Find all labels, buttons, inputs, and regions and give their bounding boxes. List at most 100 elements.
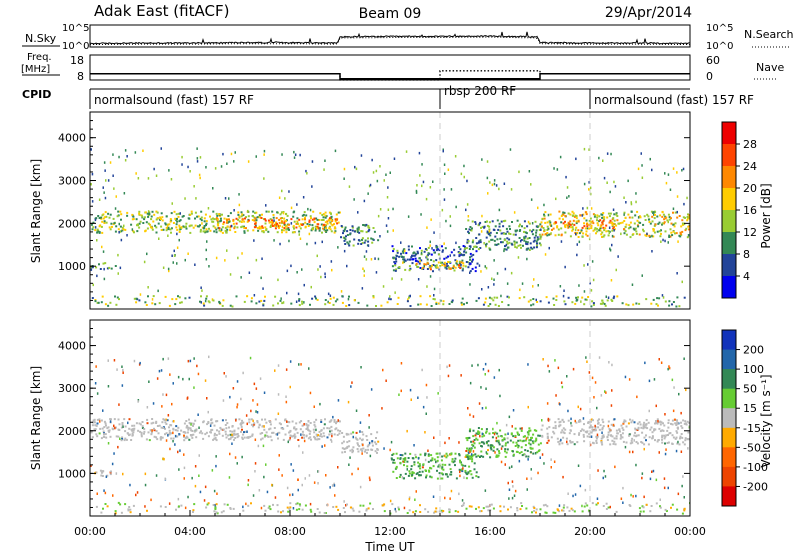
heatmap-cell [143,428,146,430]
heatmap-cell [91,172,94,176]
heatmap-cell [448,463,451,466]
heatmap-cell [552,430,555,433]
heatmap-cell [419,474,422,477]
heatmap-cell [667,434,669,436]
heatmap-cell [558,217,561,220]
heatmap-cell [147,222,150,225]
heatmap-cell [121,365,123,368]
heatmap-cell [623,211,626,214]
heatmap-cell [184,197,186,200]
heatmap-cell [229,430,232,433]
heatmap-cell [590,289,593,292]
heatmap-cell [480,226,482,229]
heatmap-cell [607,506,610,509]
heatmap-cell [112,153,114,156]
heatmap-cell [433,294,435,297]
heatmap-cell [623,228,626,231]
heatmap-cell [497,305,500,307]
heatmap-cell [100,225,103,228]
heatmap-cell [443,163,446,166]
heatmap-cell [337,466,339,469]
heatmap-cell [467,240,470,243]
heatmap-cell [354,436,357,439]
heatmap-cell [282,427,285,430]
heatmap-cell [578,420,580,423]
heatmap-cell [329,297,332,300]
heatmap-cell [493,278,495,281]
heatmap-cell [145,304,148,306]
heatmap-cell [671,434,674,437]
heatmap-cell [211,469,214,472]
heatmap-cell [515,241,518,244]
heatmap-cell [679,437,681,440]
heatmap-cell [339,430,342,433]
heatmap-cell [488,221,491,224]
heatmap-cell [564,265,566,269]
heatmap-cell [240,226,243,229]
heatmap-cell [395,452,398,455]
heatmap-cell [272,214,275,216]
power-heatmap [90,147,690,308]
heatmap-cell [326,504,328,507]
heatmap-cell [183,422,186,425]
heatmap-cell [508,241,511,244]
heatmap-cell [446,265,449,268]
heatmap-cell [524,453,527,457]
heatmap-cell [337,399,340,402]
heatmap-cell [206,240,208,243]
heatmap-cell [539,237,542,240]
heatmap-cell [465,261,468,263]
heatmap-cell [127,508,130,511]
heatmap-cell [657,222,660,225]
heatmap-cell [537,284,539,287]
heatmap-cell [433,511,436,514]
heatmap-cell [475,437,478,440]
heatmap-cell [363,241,366,244]
heatmap-cell [286,506,289,509]
heatmap-cell [124,159,127,162]
heatmap-cell [108,430,111,433]
heatmap-cell [433,251,436,254]
heatmap-cell [574,228,577,232]
heatmap-cell [132,215,135,218]
heatmap-cell [281,229,283,232]
heatmap-cell [601,426,604,429]
heatmap-cell [356,442,359,445]
heatmap-cell [658,297,661,300]
heatmap-cell [437,261,440,264]
power-ytick-label: 2000 [58,217,86,230]
heatmap-cell [495,184,498,187]
heatmap-cell [532,505,535,508]
heatmap-cell [508,225,511,228]
heatmap-cell [671,442,674,445]
heatmap-cell [589,424,592,427]
heatmap-cell [578,284,580,287]
heatmap-cell [469,262,472,265]
heatmap-cell [470,473,473,476]
heatmap-cell [281,225,284,229]
heatmap-cell [240,215,243,218]
heatmap-cell [580,300,582,303]
heatmap-cell [676,442,679,445]
heatmap-cell [256,420,259,422]
heatmap-cell [413,251,416,254]
heatmap-cell [273,219,275,222]
heatmap-cell [668,234,671,237]
heatmap-cell [601,443,604,446]
heatmap-cell [588,227,591,230]
heatmap-cell [643,495,645,499]
heatmap-cell [392,250,395,253]
heatmap-cell [485,442,488,445]
heatmap-cell [168,429,171,432]
heatmap-cell [264,509,267,512]
heatmap-cell [91,436,94,439]
heatmap-cell [293,231,296,234]
heatmap-cell [458,441,460,444]
heatmap-cell [465,507,468,510]
heatmap-cell [170,212,173,215]
heatmap-cell [323,168,325,171]
heatmap-cell [269,224,272,227]
heatmap-cell [113,359,116,362]
heatmap-cell [139,220,142,223]
heatmap-cell [321,231,323,234]
